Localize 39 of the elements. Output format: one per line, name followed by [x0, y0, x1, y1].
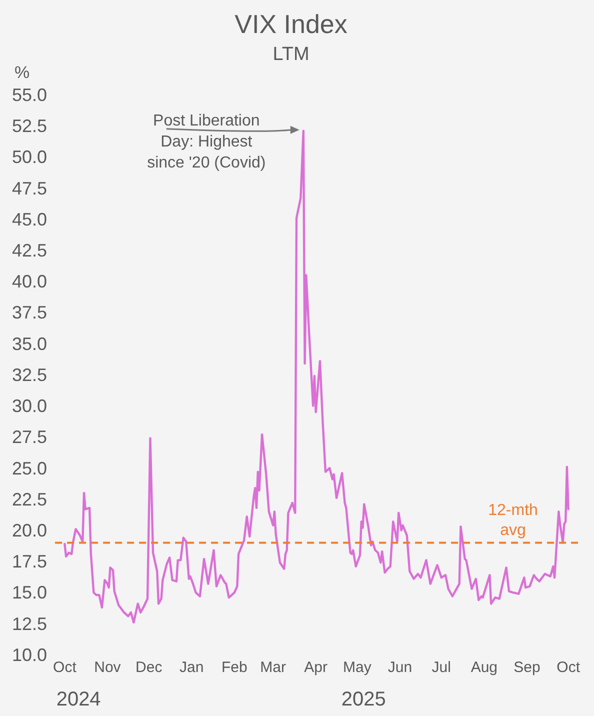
- y-tick-label: 45.0: [12, 209, 48, 230]
- x-tick-label: Aug: [470, 659, 498, 676]
- y-tick-label: 27.5: [12, 427, 48, 448]
- y-tick-label: 20.0: [12, 520, 48, 541]
- x-tick-label: Oct: [53, 659, 78, 676]
- x-tick-label: Jul: [432, 659, 451, 676]
- y-tick-label: 35.0: [12, 334, 48, 354]
- text: 2024: [56, 688, 101, 711]
- y-tick-label: 55.0: [12, 84, 48, 105]
- ref-line-label: 12-mth avg: [488, 502, 538, 539]
- y-tick-label: 47.5: [12, 178, 48, 198]
- x-tick-label: Apr: [304, 659, 328, 676]
- x-tick-label: Jan: [180, 659, 204, 676]
- y-tick-label: 17.5: [12, 552, 48, 572]
- x-tick-label: Nov: [94, 659, 122, 676]
- y-axis-title: %: [14, 63, 30, 82]
- x-tick-label: Oct: [556, 659, 581, 676]
- x-tick-label: Sep: [514, 659, 540, 676]
- y-tick-label: 52.5: [12, 116, 48, 136]
- text: 2025: [341, 688, 386, 711]
- y-tick-label: 50.0: [12, 147, 48, 168]
- y-tick-label: 22.5: [12, 489, 48, 510]
- chart-title: VIX Index: [234, 8, 348, 39]
- y-tick-label: 12.5: [12, 614, 48, 634]
- y-tick-label: 15.0: [12, 582, 48, 603]
- annotation: Post Liberation Day: Highest since '20 (Covid): [147, 112, 266, 172]
- y-tick-label: 42.5: [12, 240, 48, 261]
- y-tick-label: 25.0: [12, 458, 48, 478]
- x-tick-label: Mar: [260, 659, 286, 676]
- x-tick-label: Dec: [136, 659, 163, 676]
- y-tick-label: 10.0: [12, 644, 48, 665]
- x-tick-label: Feb: [221, 659, 248, 676]
- y-tick-label: 37.5: [12, 302, 48, 323]
- y-tick-label: 40.0: [12, 272, 48, 292]
- chart-subtitle: LTM: [272, 44, 310, 65]
- x-tick-label: May: [343, 659, 372, 676]
- x-tick-label: Jun: [388, 659, 412, 676]
- y-tick-label: 32.5: [12, 364, 48, 385]
- y-tick-label: 30.0: [12, 396, 48, 416]
